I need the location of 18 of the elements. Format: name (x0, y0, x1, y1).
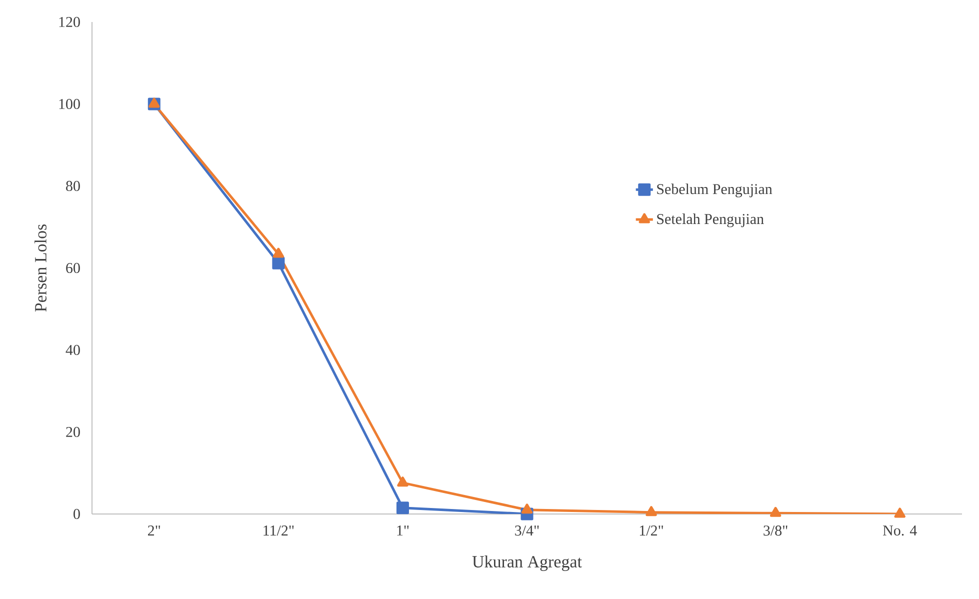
x-axis-title: Ukuran Agregat (472, 556, 582, 571)
y-tick-label: 80 (66, 180, 80, 192)
y-tick-label: 100 (59, 98, 80, 110)
x-tick-label: 3/8" (764, 526, 788, 536)
y-tick-label: 120 (59, 16, 80, 28)
y-axis-title: Persen Lolos (34, 224, 46, 312)
legend-label: Setelah Pengujian (657, 214, 764, 228)
x-tick-label: 3/4" (515, 526, 539, 536)
legend-label: Sebelum Pengujian (657, 184, 772, 198)
x-tick-label: 2" (148, 526, 160, 536)
x-tick-label: 1" (397, 526, 409, 536)
x-tick-label: 11/2" (264, 526, 294, 536)
y-tick-label: 0 (74, 508, 80, 520)
y-tick-label: 60 (66, 262, 80, 274)
x-tick-label: 1/2" (640, 526, 663, 536)
y-tick-label: 20 (66, 426, 80, 438)
x-tick-label: No. 4 (883, 526, 917, 536)
y-tick-label: 40 (66, 344, 80, 356)
